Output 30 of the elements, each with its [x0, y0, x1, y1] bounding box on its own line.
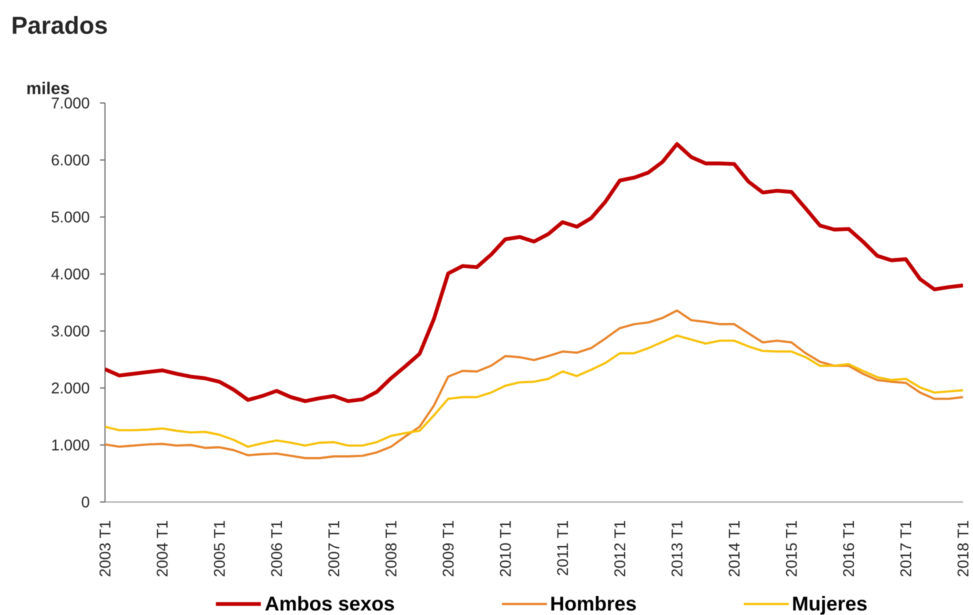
y-axis-title: miles: [27, 82, 70, 94]
legend-label: Ambos sexos: [265, 596, 394, 611]
chart-title: Parados: [12, 16, 107, 34]
x-tick-label: 2017 T1: [900, 520, 912, 576]
x-tick-label: 2009 T1: [442, 520, 454, 576]
legend-label: Mujeres: [793, 596, 867, 615]
y-tick-label: 6.000: [52, 154, 90, 166]
y-tick-label: 2.000: [52, 382, 90, 394]
x-tick-label: 2013 T1: [672, 520, 682, 576]
x-tick-label: 2011 T1: [557, 520, 568, 576]
x-tick-label: 2004 T1: [156, 520, 168, 576]
y-tick-label: 0: [82, 496, 90, 508]
x-tick-label: 2010 T1: [500, 520, 511, 576]
y-tick-label: 5.000: [52, 212, 90, 222]
x-tick-label: 2016 T1: [843, 520, 854, 576]
x-tick-label: 2014 T1: [728, 520, 740, 576]
y-tick-label: 7.000: [52, 98, 90, 108]
x-tick-label: 2007 T1: [328, 520, 340, 576]
x-tick-label: 2015 T1: [786, 520, 797, 576]
y-tick-label: 4.000: [51, 268, 90, 280]
line-series: [105, 334, 964, 448]
x-tick-label: 2006 T1: [271, 520, 282, 576]
x-tick-label: 2003 T1: [100, 520, 110, 576]
x-tick-label: 2005 T1: [214, 520, 225, 576]
x-tick-label: 2008 T1: [386, 520, 396, 576]
x-tick-label: 2018 T1: [958, 520, 968, 576]
x-tick-label: 2012 T1: [614, 520, 626, 576]
y-tick-label: 3.000: [52, 326, 90, 336]
legend-label: Hombres: [551, 596, 636, 611]
y-tick-label: 1.000: [52, 440, 90, 450]
